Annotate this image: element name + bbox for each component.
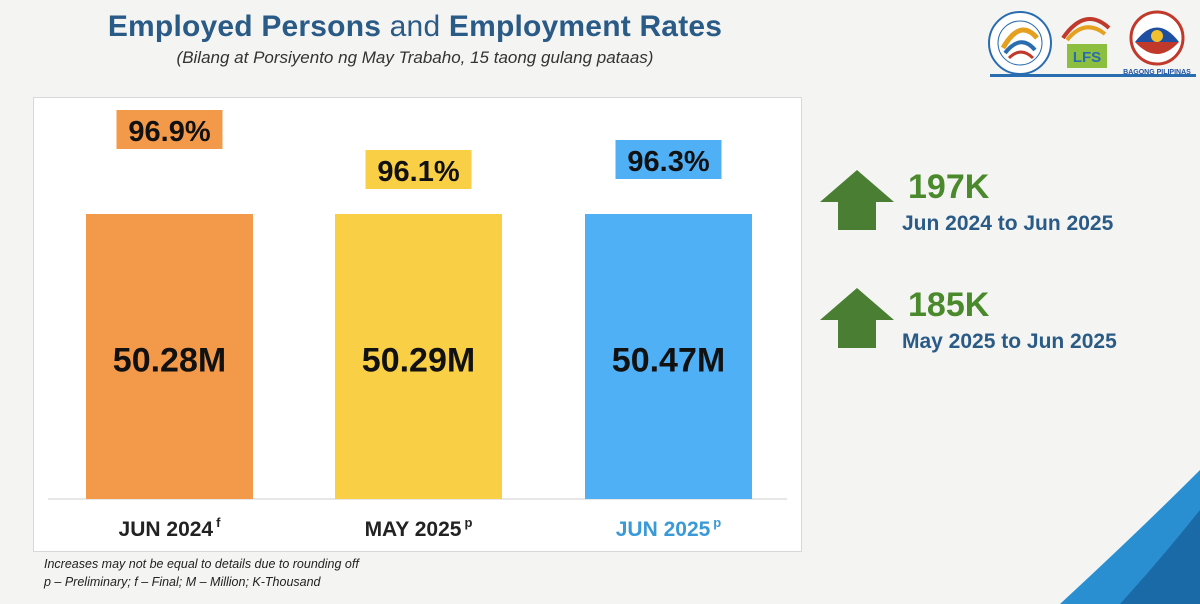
page-subtitle: (Bilang at Porsiyento ng May Trabaho, 15… bbox=[176, 48, 654, 67]
rate-box-3 bbox=[615, 140, 722, 179]
change-value-2: 185K bbox=[908, 286, 990, 324]
up-arrow-icon bbox=[820, 288, 894, 348]
psa-seal-icon bbox=[988, 11, 1052, 75]
bar-2 bbox=[335, 214, 502, 499]
bar-1 bbox=[86, 214, 253, 499]
x-tick-label-3: JUN 2025 p bbox=[616, 515, 722, 541]
bar-value-label-1: 50.28M bbox=[113, 342, 226, 380]
x-tick-superscript-3: p bbox=[713, 515, 721, 530]
bar-value-label-3: 50.47M bbox=[612, 342, 725, 380]
x-tick-label-1: JUN 2024 f bbox=[119, 515, 222, 541]
rate-label-3: 96.3% bbox=[627, 146, 709, 178]
bagong-pilipinas-text: BAGONG PILIPINAS bbox=[1123, 69, 1191, 76]
rate-label-2: 96.1% bbox=[377, 156, 459, 188]
footnote-legend: p – Preliminary; f – Final; M – Million;… bbox=[44, 575, 321, 589]
footnote-rounding: Increases may not be equal to details du… bbox=[44, 557, 359, 571]
page-title: Employed Persons and Employment Rates bbox=[0, 10, 830, 44]
chart-panel: 50.28M 96.9% JUN 2024 f 50.29M 96.1% MAY 2025 p… bbox=[33, 97, 802, 552]
bar-chart: 50.28M 96.9% JUN 2024 f 50.29M 96.1% MAY 2025 p… bbox=[48, 110, 787, 541]
rate-label-1: 96.9% bbox=[128, 116, 210, 148]
x-tick-superscript-1: f bbox=[216, 515, 221, 530]
rate-box-1 bbox=[116, 110, 223, 149]
bar-3 bbox=[585, 214, 752, 499]
change-period-2: May 2025 to Jun 2025 bbox=[902, 330, 1117, 353]
rate-box-2 bbox=[365, 150, 472, 189]
up-arrow-icon bbox=[820, 170, 894, 230]
logo-underline bbox=[990, 74, 1196, 77]
title-part-2: and bbox=[389, 10, 441, 43]
bagong-pilipinas-logo-icon: BAGONG PILIPINAS bbox=[1123, 10, 1191, 76]
title-part-3: Employment Rates bbox=[448, 10, 723, 43]
title-part-1: Employed Persons bbox=[107, 10, 382, 43]
logos: LFS BAGONG PILIPINAS bbox=[988, 10, 1191, 76]
x-tick-label-2: MAY 2025 p bbox=[365, 515, 473, 541]
x-tick-superscript-2: p bbox=[464, 515, 472, 530]
change-value-1: 197K bbox=[908, 168, 990, 206]
bar-value-label-2: 50.29M bbox=[362, 342, 475, 380]
corner-decoration bbox=[1060, 470, 1200, 604]
lfs-logo-icon: LFS bbox=[1061, 17, 1111, 68]
change-period-1: Jun 2024 to Jun 2025 bbox=[902, 212, 1114, 235]
lfs-logo-text: LFS bbox=[1073, 49, 1101, 66]
